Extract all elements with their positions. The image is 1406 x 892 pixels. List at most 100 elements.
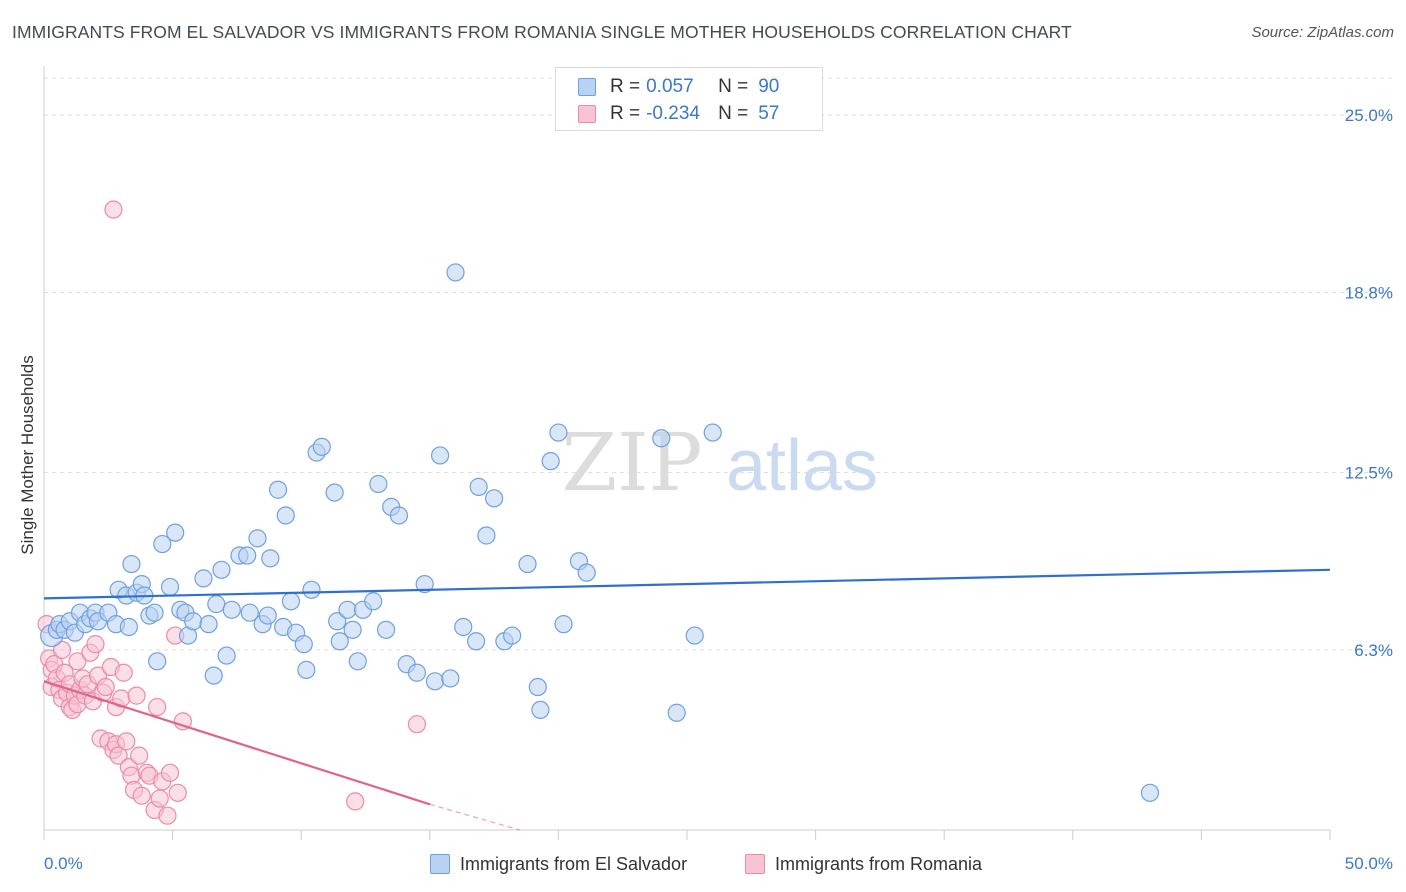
data-point [446, 263, 465, 282]
data-point [407, 663, 427, 682]
data-point [96, 677, 115, 697]
trend-line-extension-romania [429, 803, 520, 831]
data-point [685, 626, 704, 645]
data-point [148, 697, 167, 717]
watermark-atlas: atlas [726, 426, 878, 506]
watermark: ZIP atlas [561, 416, 878, 509]
data-point [407, 715, 427, 734]
data-point [148, 652, 167, 671]
data-point [441, 669, 460, 688]
trend-line-romania [43, 680, 431, 806]
data-point [541, 452, 560, 471]
data-point [343, 620, 362, 639]
watermark-zip: ZIP [561, 416, 702, 509]
data-point [153, 534, 172, 554]
data-point [667, 703, 686, 722]
legend-n-value-el-salvador: 90 [758, 76, 780, 97]
y-tick-label: 25.0% [1345, 106, 1393, 125]
data-point [160, 577, 180, 597]
data-point [346, 792, 365, 811]
data-point [109, 746, 128, 765]
data-point [485, 489, 504, 508]
data-point [477, 526, 496, 545]
data-point [261, 549, 280, 568]
data-point [52, 640, 72, 659]
legend-row-romania: R = -0.234 N = 57 [578, 102, 779, 126]
data-point [86, 635, 105, 654]
data-point [294, 635, 313, 654]
data-point [145, 603, 164, 622]
data-point [258, 606, 277, 625]
legend-swatch-romania [578, 105, 596, 123]
data-point [528, 677, 547, 697]
data-point [577, 563, 596, 582]
data-point [184, 612, 203, 631]
legend-label-el-salvador: Immigrants from El Salvador [460, 853, 688, 874]
data-point [130, 746, 149, 765]
data-point [302, 580, 321, 599]
data-point [454, 617, 473, 637]
data-point [531, 700, 550, 720]
data-point [132, 786, 151, 805]
legend-label-romania: Immigrants from Romania [775, 853, 983, 874]
data-point [466, 632, 486, 651]
series-legend-el-salvador: Immigrants from El Salvador [430, 852, 687, 876]
legend-swatch-romania [745, 854, 765, 874]
data-point [376, 620, 396, 639]
x-tick-label-min: 0.0% [44, 854, 83, 873]
data-point [518, 554, 537, 574]
data-point [297, 660, 316, 679]
data-point [173, 712, 192, 731]
series-legend-romania: Immigrants from Romania [745, 852, 982, 876]
legend-n-label: N = [718, 76, 749, 97]
trend-layer [43, 568, 1331, 831]
x-tick-label-max: 50.0% [1345, 854, 1393, 873]
data-point [240, 603, 259, 622]
data-point [549, 423, 568, 442]
legend-swatch-el-salvador [430, 854, 450, 874]
data-point [328, 612, 347, 631]
legend-n-label: N = [718, 103, 749, 124]
data-point [212, 560, 231, 579]
data-point [281, 592, 301, 611]
y-tick-label: 6.3% [1354, 641, 1393, 660]
trend-line-el-salvador [43, 568, 1331, 600]
data-point [204, 666, 223, 685]
data-point [207, 595, 226, 614]
y-tick-label: 12.5% [1345, 464, 1393, 483]
data-point [652, 429, 671, 448]
legend-r-value-el-salvador: 0.057 [646, 76, 694, 97]
chart-title: IMMIGRANTS FROM EL SALVADOR VS IMMIGRANT… [12, 22, 1072, 42]
data-point [430, 446, 450, 465]
data-point [348, 652, 367, 671]
series-layer [37, 200, 1160, 825]
data-point [160, 763, 180, 782]
chart-source: Source: ZipAtlas.com [1251, 24, 1394, 41]
data-point [104, 200, 123, 219]
data-point [199, 615, 218, 634]
data-point [503, 626, 522, 645]
data-point [325, 483, 344, 502]
legend-swatch-el-salvador [578, 78, 596, 96]
legend-r-value-romania: -0.234 [646, 103, 700, 124]
data-point [338, 600, 357, 619]
data-point [469, 477, 488, 496]
legend-r-label: R = [610, 103, 641, 124]
data-point [248, 529, 267, 548]
data-point [68, 652, 87, 671]
axes [43, 66, 1331, 840]
data-point [114, 663, 133, 682]
data-point [217, 646, 236, 665]
legend-row-el-salvador: R = 0.057 N = 90 [578, 75, 779, 99]
data-point [389, 506, 409, 525]
data-point [554, 615, 573, 634]
data-point [122, 554, 141, 574]
series-el-salvador [40, 263, 1160, 802]
data-point [415, 574, 434, 594]
data-point [268, 480, 288, 499]
data-point [312, 437, 331, 456]
data-point [117, 732, 136, 751]
legend-r-label: R = [610, 76, 641, 97]
data-point [1140, 783, 1160, 802]
